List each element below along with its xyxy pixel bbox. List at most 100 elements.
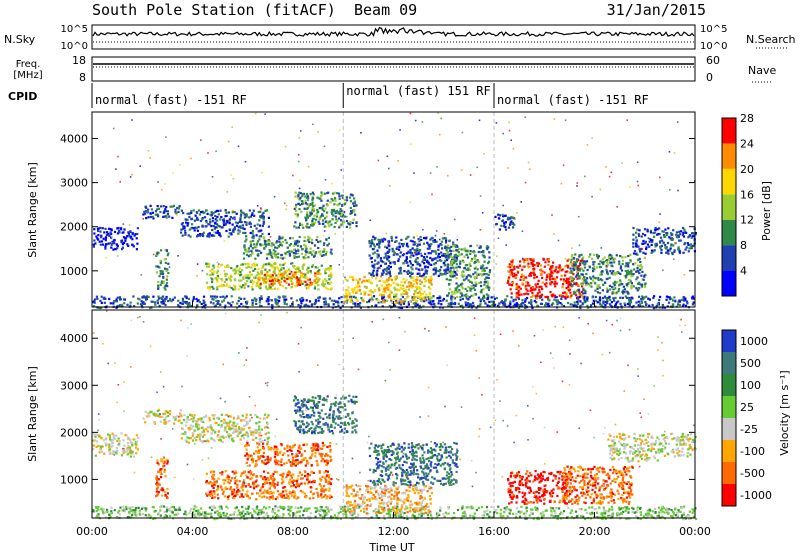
heatmap-cell (156, 299, 159, 302)
heatmap-cell (406, 242, 409, 245)
heatmap-cell (294, 273, 297, 276)
heatmap-cell (273, 262, 276, 266)
heatmap-cell (638, 281, 641, 284)
heatmap-cell (570, 280, 574, 283)
heatmap-cell (455, 256, 458, 259)
heatmap-cell (615, 291, 618, 294)
heatmap-cell (410, 276, 413, 279)
heatmap-cell (197, 509, 200, 512)
heatmap-cell (436, 166, 438, 168)
heatmap-cell (581, 262, 585, 265)
heatmap-cell (222, 218, 225, 221)
heatmap-cell (281, 257, 284, 260)
heatmap-cell (519, 511, 522, 514)
heatmap-cell (290, 279, 293, 283)
heatmap-cell (227, 140, 230, 143)
heatmap-cell (423, 256, 426, 259)
heatmap-cell (245, 276, 248, 279)
heatmap-cell (292, 266, 295, 269)
heatmap-cell (640, 298, 643, 301)
heatmap-cell (216, 223, 219, 226)
heatmap-cell (519, 260, 522, 263)
heatmap-cell (255, 243, 258, 246)
colorbar-swatch (722, 270, 736, 296)
heatmap-cell (231, 301, 234, 304)
heatmap-cell (501, 213, 504, 216)
colorbar-swatch (722, 194, 736, 220)
heatmap-cell (518, 291, 521, 294)
heatmap-cell (536, 264, 539, 267)
heatmap-cell (430, 236, 433, 239)
heatmap-cell (433, 302, 436, 305)
heatmap-cell (409, 300, 412, 303)
heatmap-cell (448, 282, 451, 286)
heatmap-cell (446, 251, 449, 254)
heatmap-cell (409, 262, 413, 265)
heatmap-cell (236, 514, 239, 517)
heatmap-cell (126, 516, 130, 519)
heatmap-cell (517, 510, 520, 513)
heatmap-cell (219, 218, 222, 221)
heatmap-cell (265, 507, 268, 510)
heatmap-cell (242, 227, 245, 230)
heatmap-cell (422, 242, 426, 245)
heatmap-cell (265, 277, 268, 280)
heatmap-cell (465, 303, 468, 307)
heatmap-cell (521, 301, 524, 305)
heatmap-cell (262, 215, 265, 218)
heatmap-cell (211, 273, 214, 276)
heatmap-cell (463, 510, 466, 513)
heatmap-cell (239, 230, 241, 232)
heatmap-cell (582, 260, 585, 263)
heatmap-cell (249, 245, 252, 248)
heatmap-cell (296, 256, 299, 259)
heatmap-cell (414, 251, 416, 254)
heatmap-cell (258, 275, 261, 278)
heatmap-cell (183, 226, 186, 229)
heatmap-cell (178, 508, 182, 511)
heatmap-cell (640, 235, 643, 238)
heatmap-cell (419, 287, 422, 290)
heatmap-cell (562, 305, 566, 308)
heatmap-cell (480, 506, 484, 509)
heatmap-cell (461, 507, 464, 510)
heatmap-cell (426, 247, 429, 250)
heatmap-cell (159, 205, 163, 208)
heatmap-cell (604, 300, 607, 304)
heatmap-cell (322, 297, 325, 300)
heatmap-cell (542, 258, 545, 261)
heatmap-cell (630, 269, 633, 272)
heatmap-cell (567, 285, 570, 289)
heatmap-cell (367, 517, 370, 521)
heatmap-cell (272, 271, 275, 274)
heatmap-cell (418, 240, 421, 243)
heatmap-cell (483, 255, 486, 258)
heatmap-cell (440, 117, 442, 120)
heatmap-cell (509, 216, 513, 219)
heatmap-cell (328, 220, 331, 223)
heatmap-cell (370, 275, 373, 278)
heatmap-cell (397, 160, 399, 162)
heatmap-cell (683, 505, 686, 508)
heatmap-cell (564, 257, 567, 260)
heatmap-cell (608, 284, 612, 287)
heatmap-cell (469, 275, 473, 278)
heatmap-cell (422, 275, 425, 278)
heatmap-cell (377, 261, 380, 264)
heatmap-cell (321, 222, 324, 225)
heatmap-cell (444, 270, 448, 273)
heatmap-cell (611, 265, 614, 268)
heatmap-cell (291, 274, 294, 277)
heatmap-cell (274, 246, 277, 249)
heatmap-cell (577, 298, 580, 301)
heatmap-cell (245, 253, 249, 256)
heatmap-cell (114, 248, 117, 251)
heatmap-cell (386, 266, 389, 269)
heatmap-cell (447, 302, 450, 305)
heatmap-cell (681, 234, 684, 237)
heatmap-cell (320, 193, 324, 196)
heatmap-cell (538, 291, 541, 294)
heatmap-cell (475, 272, 478, 275)
heatmap-cell (550, 514, 553, 517)
heatmap-cell (219, 209, 222, 212)
